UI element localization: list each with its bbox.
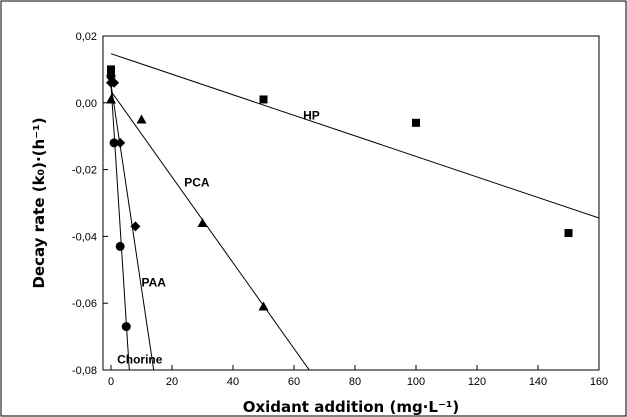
x-tick-label: 60 (288, 376, 300, 388)
fit-line-pca (110, 90, 310, 370)
x-tick-label: 80 (349, 376, 361, 388)
series-label-hp: HP (303, 109, 320, 123)
x-tick-label: 20 (166, 376, 178, 388)
y-tick-label: -0,04 (72, 231, 97, 243)
x-tick-label: 160 (590, 376, 608, 388)
y-axis-ticks: 0,02 0,00 -0,02 -0,04 -0,06 -0,08 (72, 31, 108, 377)
data-point-chorine (121, 322, 131, 332)
y-tick-label: -0,02 (72, 165, 97, 177)
data-point-hp (107, 65, 115, 74)
series-labels: HP PCA PAA Chorine (117, 109, 320, 367)
data-point-chorine (115, 241, 125, 251)
y-tick-label: -0,06 (72, 298, 97, 310)
series-label-chorine: Chorine (117, 352, 163, 366)
y-tick-label: 0,00 (76, 98, 97, 110)
series-label-paa: PAA (142, 276, 167, 290)
x-axis-ticks: 0 20 40 60 80 100 120 140 160 (108, 365, 608, 388)
data-point-pca (136, 114, 147, 124)
x-tick-label: 120 (468, 376, 486, 388)
data-point-hp (564, 229, 573, 238)
y-tick-label: -0,08 (72, 365, 97, 377)
data-point-pca (106, 94, 116, 104)
x-axis-title: Oxidant addition (mg·L⁻¹) (243, 398, 460, 416)
plot-area-frame (102, 35, 600, 371)
data-point-chorine (109, 138, 119, 148)
data-markers (106, 65, 573, 332)
data-point-hp (412, 118, 420, 127)
data-point-chorine (106, 71, 116, 81)
x-tick-label: 100 (407, 376, 425, 388)
series-label-pca: PCA (184, 175, 210, 189)
data-point-hp (259, 95, 268, 104)
x-tick-label: 140 (529, 376, 547, 388)
x-tick-label: 40 (227, 376, 239, 388)
y-axis-title: Decay rate (k₀)·(h⁻¹) (30, 117, 48, 288)
data-point-pca (197, 218, 208, 228)
fit-line-hp (110, 53, 599, 219)
data-point-paa (130, 221, 141, 232)
y-tick-label: 0,02 (76, 31, 97, 43)
x-tick-label: 0 (108, 376, 114, 388)
data-point-pca (258, 301, 269, 311)
